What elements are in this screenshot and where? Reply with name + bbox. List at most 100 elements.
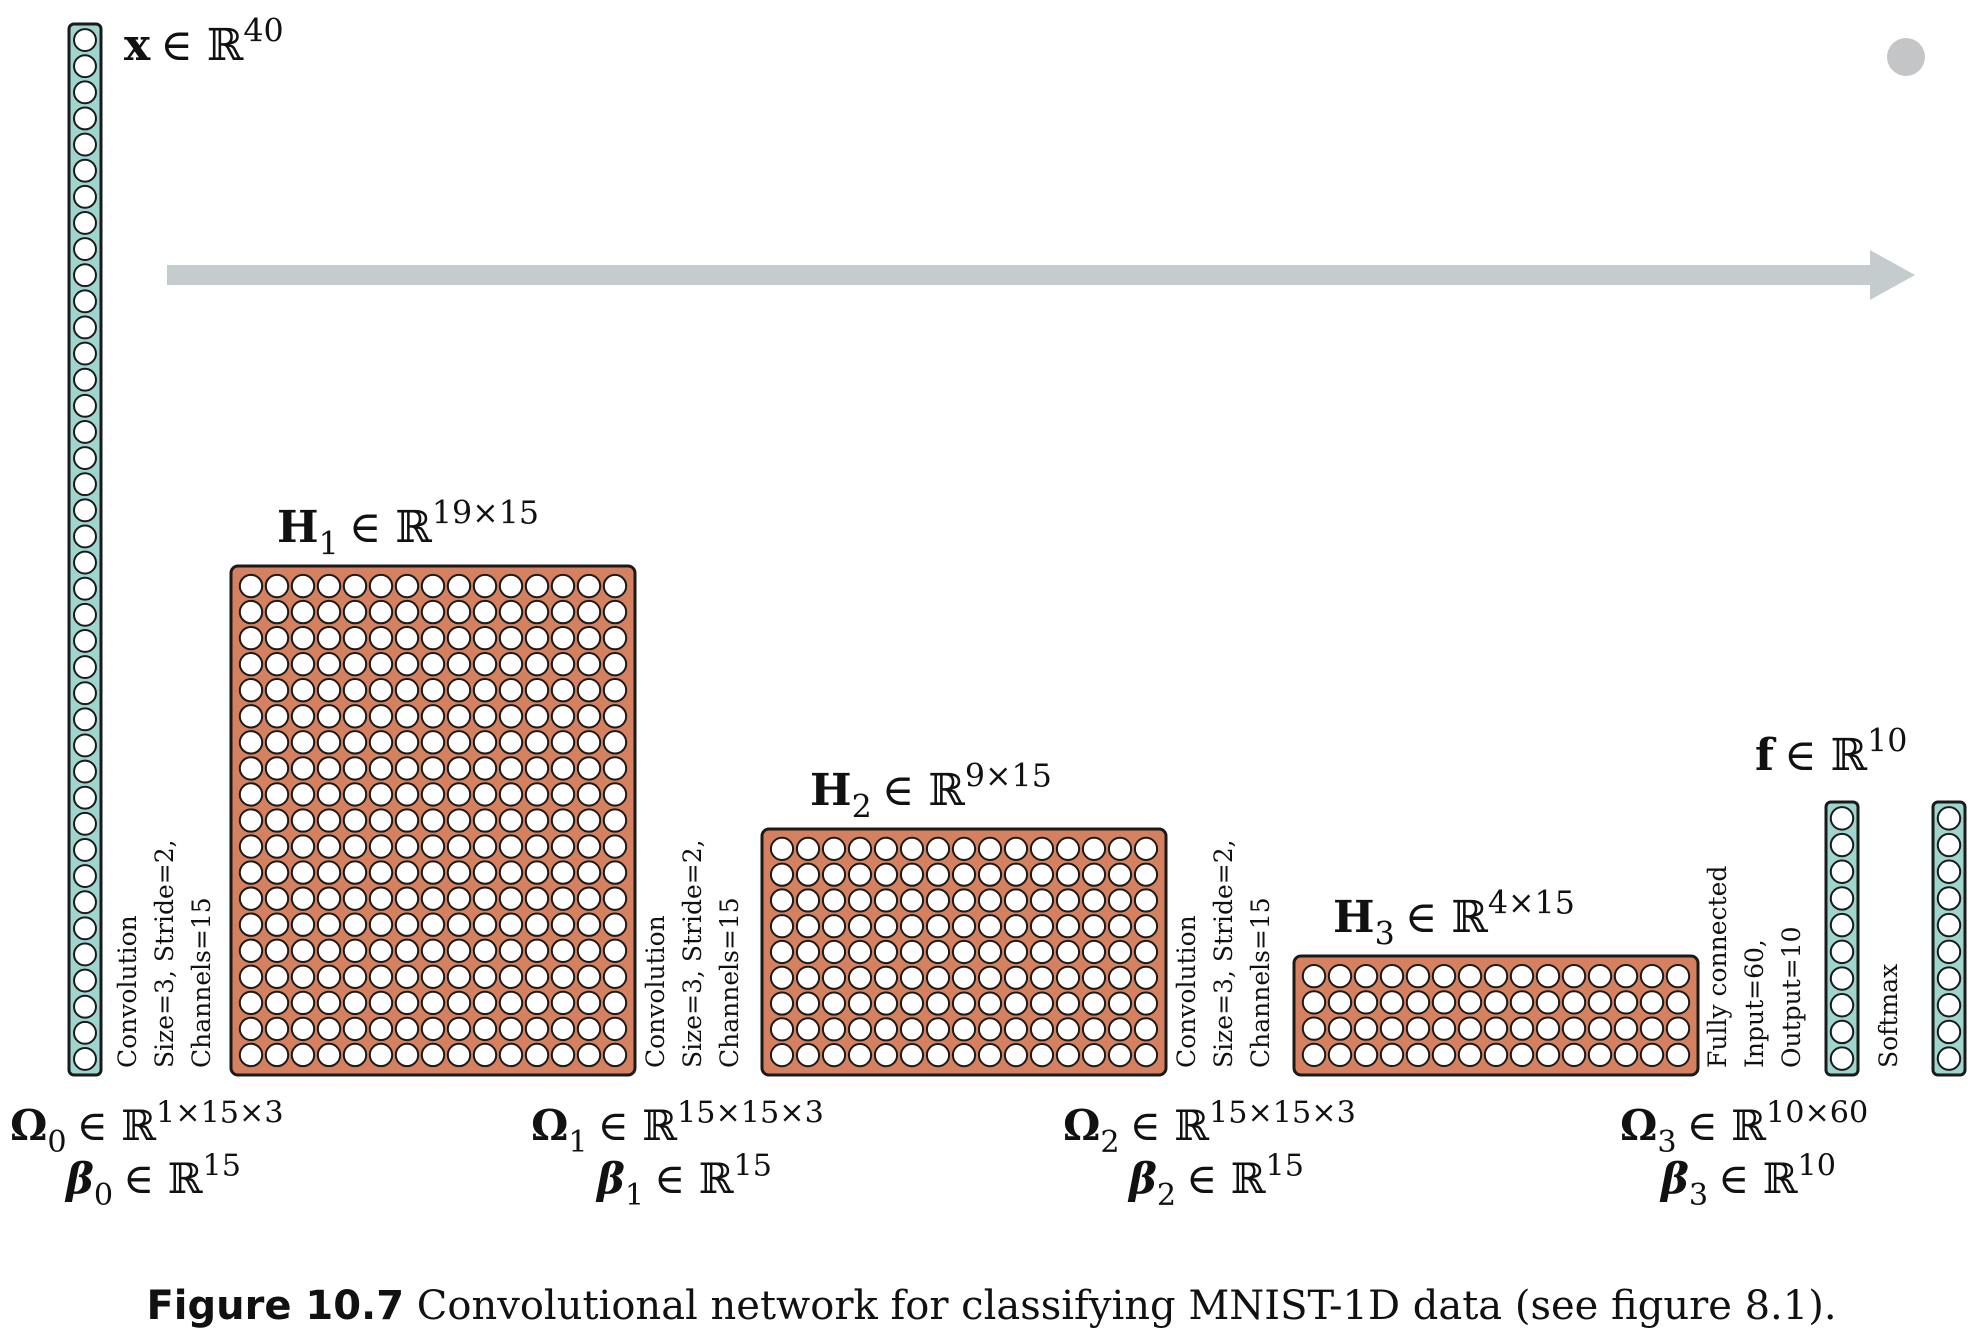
neuron: [1133, 862, 1159, 887]
neuron: [1665, 963, 1691, 989]
neuron: [1133, 836, 1159, 861]
beta-2-label-superscript: 15: [1266, 1148, 1304, 1183]
neuron: [1081, 836, 1107, 861]
neuron: [550, 1016, 576, 1042]
neuron: [73, 655, 97, 680]
neuron: [1107, 836, 1133, 861]
neuron: [524, 912, 550, 937]
hidden-1-label-superscript: 19×15: [432, 496, 539, 532]
neuron: [524, 678, 550, 703]
neuron: [951, 991, 977, 1016]
neuron: [238, 808, 264, 833]
neuron: [342, 573, 368, 599]
neuron: [446, 990, 472, 1016]
omega-1-label-superscript: 15×15×3: [677, 1095, 824, 1130]
neuron: [1561, 1016, 1587, 1041]
operation-line: Convolution: [641, 915, 670, 1068]
neuron: [1055, 965, 1081, 990]
neuron: [899, 914, 925, 939]
operation-line: Output=10: [1777, 926, 1806, 1068]
neuron: [342, 990, 368, 1016]
neuron: [602, 912, 628, 937]
neuron: [342, 808, 368, 833]
neuron: [238, 704, 264, 729]
omega-2-label: Ω2 ∈ ℝ15×15×3: [1063, 1095, 1356, 1159]
neuron: [498, 964, 524, 989]
neuron: [368, 912, 394, 937]
neuron: [420, 1016, 446, 1042]
neuron: [550, 834, 576, 859]
neuron: [264, 990, 290, 1016]
neuron: [795, 939, 821, 965]
neuron: [602, 704, 628, 729]
neuron: [394, 808, 420, 833]
hidden-layer-1: [229, 564, 637, 1077]
input-label-superscript: 40: [243, 14, 283, 50]
neuron: [602, 573, 628, 599]
neuron: [394, 860, 420, 885]
omega-3-label-relation: ∈ ℝ: [1687, 1101, 1767, 1150]
neuron: [899, 939, 925, 965]
neuron: [1353, 990, 1379, 1015]
neuron: [446, 1042, 472, 1068]
neuron: [394, 573, 420, 599]
hidden-2-label-subscript: 2: [852, 789, 872, 825]
neuron: [847, 1043, 873, 1068]
neuron: [576, 834, 602, 859]
neuron: [342, 1016, 368, 1042]
operation-line: Size=3, Stride=2,: [1209, 839, 1238, 1068]
neuron: [446, 730, 472, 755]
neuron: [977, 1017, 1003, 1042]
neuron: [524, 652, 550, 677]
neuron: [1055, 1043, 1081, 1068]
neuron: [1829, 1046, 1855, 1071]
neuron: [290, 1042, 316, 1068]
neuron: [899, 1017, 925, 1042]
neuron: [394, 756, 420, 781]
neuron: [420, 964, 446, 989]
neuron: [899, 888, 925, 913]
neuron: [1081, 939, 1107, 965]
neuron: [238, 886, 264, 911]
neuron: [1055, 914, 1081, 939]
neuron: [1107, 1043, 1133, 1068]
neuron: [1405, 1016, 1431, 1041]
beta-2-label: β2 ∈ ℝ15: [1127, 1148, 1304, 1212]
neuron: [73, 994, 97, 1019]
omega-2-label-symbol: Ω: [1063, 1101, 1100, 1150]
neuron: [925, 991, 951, 1016]
hidden-layer-2: [760, 827, 1168, 1077]
neuron: [498, 782, 524, 807]
neuron: [472, 652, 498, 677]
neuron: [264, 573, 290, 599]
neuron: [1829, 966, 1855, 991]
neuron: [602, 990, 628, 1016]
neuron: [368, 938, 394, 963]
neuron: [342, 704, 368, 729]
neuron: [73, 968, 97, 993]
neuron: [576, 912, 602, 937]
operation-line: Channels=15: [187, 897, 216, 1068]
status-dot: [1887, 38, 1925, 76]
neuron: [847, 1017, 873, 1042]
neuron: [1081, 965, 1107, 990]
beta-1-label-relation: ∈ ℝ: [654, 1154, 734, 1203]
neuron: [1936, 859, 1962, 884]
neuron: [368, 730, 394, 755]
neuron: [73, 916, 97, 941]
neuron: [394, 704, 420, 729]
neuron: [524, 938, 550, 963]
neuron: [1081, 1043, 1107, 1068]
neuron: [602, 625, 628, 651]
neuron: [602, 860, 628, 885]
neuron: [847, 836, 873, 861]
beta-3-label-subscript: 3: [1689, 1178, 1708, 1213]
neuron: [498, 808, 524, 833]
neuron: [602, 678, 628, 703]
neuron: [1327, 1042, 1353, 1068]
neuron: [73, 419, 97, 444]
neuron: [290, 808, 316, 833]
neuron: [342, 886, 368, 911]
operation-line: Fully connected: [1703, 866, 1732, 1068]
operation-line: Input=60,: [1740, 939, 1769, 1068]
